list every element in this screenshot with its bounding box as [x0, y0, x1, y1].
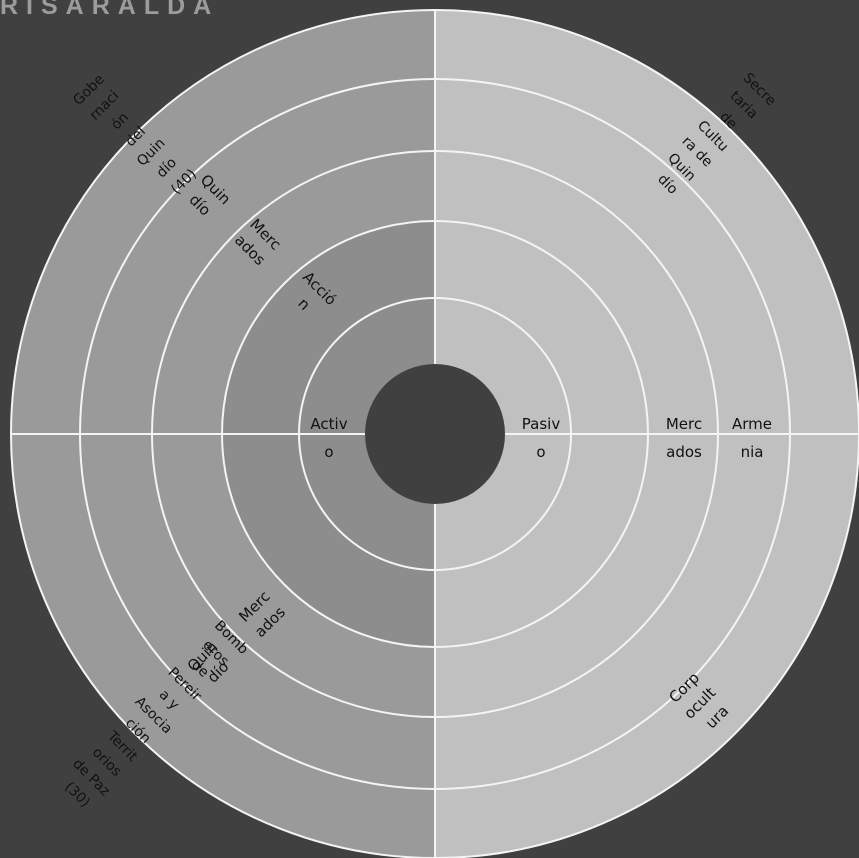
- label-activo: Activ o: [310, 415, 347, 461]
- label-pasivo: Pasiv o: [522, 415, 561, 461]
- label-armenia: Arme nia: [732, 415, 772, 461]
- diagram-title: RISARALDA: [0, 0, 220, 20]
- center-hole: [365, 364, 505, 504]
- label-mercados-right: Merc ados: [666, 415, 702, 461]
